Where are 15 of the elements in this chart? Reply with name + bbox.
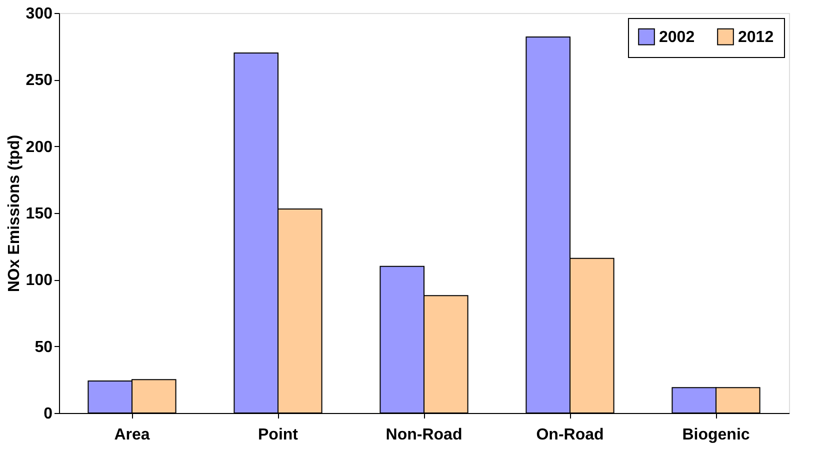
x-tick-label: On-Road (536, 426, 604, 444)
x-tick-label: Non-Road (386, 426, 462, 444)
y-axis-title: NOx Emissions (tpd) (6, 134, 23, 292)
y-tick-label: 200 (26, 138, 53, 156)
legend-label: 2002 (659, 28, 695, 46)
y-tick-label: 100 (26, 272, 53, 290)
y-tick-label: 250 (26, 72, 53, 90)
x-tick-label: Biogenic (682, 426, 750, 444)
x-tick-label: Area (114, 426, 150, 444)
y-tick-label: 150 (26, 206, 53, 222)
legend-label: 2012 (738, 28, 774, 46)
y-tick-label: 300 (26, 6, 53, 22)
y-tick-label: 0 (44, 406, 53, 422)
x-tick-label: Point (258, 426, 299, 444)
y-tick-label: 50 (34, 338, 53, 356)
